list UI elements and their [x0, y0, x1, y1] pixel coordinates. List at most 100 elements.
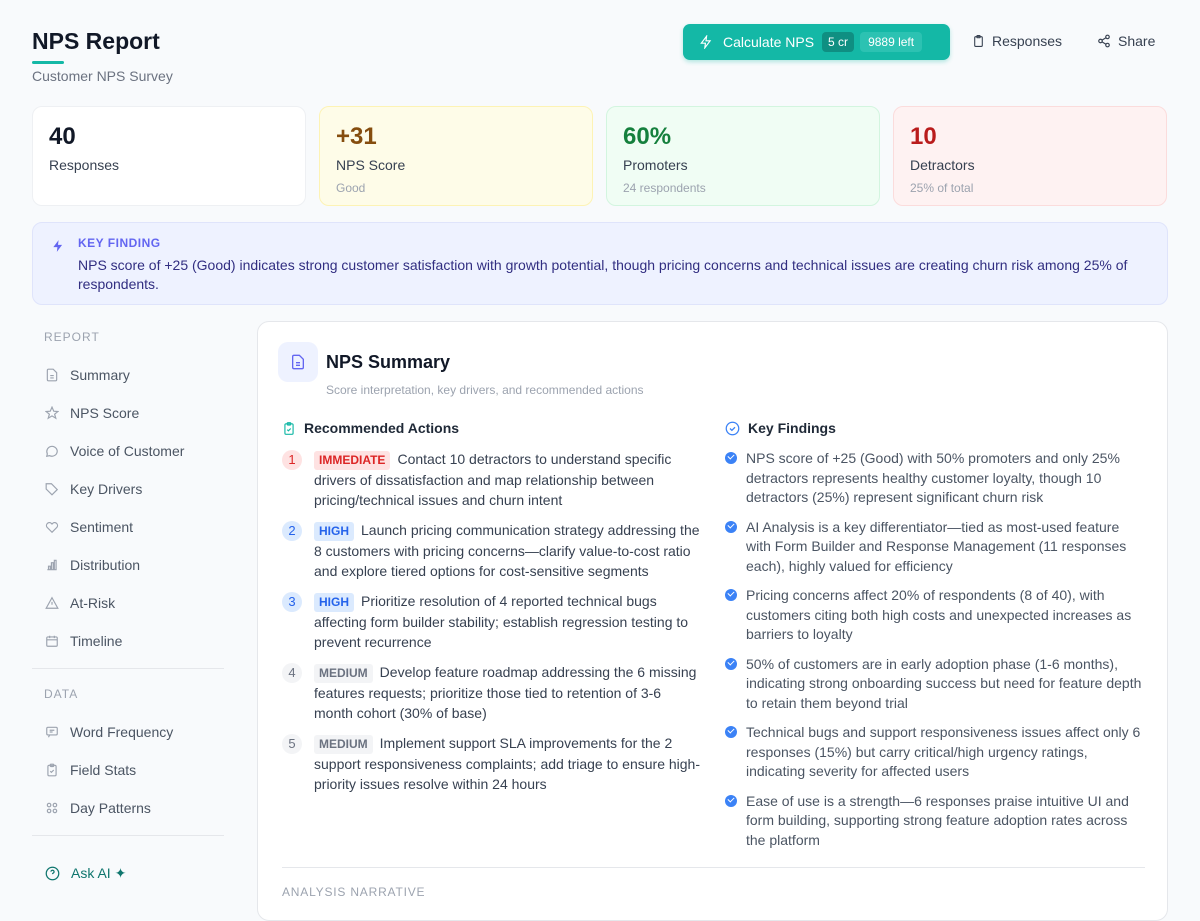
action-number: 5 — [282, 734, 302, 754]
action-number: 4 — [282, 663, 302, 683]
clipboard-icon — [47, 763, 57, 777]
stat-label: Promoters — [623, 157, 688, 173]
divider — [32, 835, 224, 836]
grid-icon — [46, 802, 58, 814]
finding-item: Ease of use is a strength—6 responses pr… — [725, 792, 1145, 851]
key-finding-text: NPS score of +25 (Good) indicates strong… — [78, 257, 1128, 292]
clipboard-check-icon — [284, 421, 294, 435]
check-badge-icon — [725, 794, 737, 807]
sidebar: REPORT Summary NPS Score Voice of Customer… — [32, 321, 224, 892]
calculate-nps-button[interactable]: Calculate NPS 5 cr 9889 left — [683, 24, 950, 60]
bar-chart-icon — [47, 559, 57, 571]
stat-card-detractors: 10 Detractors 25% of total — [893, 106, 1167, 206]
finding-item: 50% of customers are in early adoption p… — [725, 655, 1145, 714]
stat-label: Detractors — [910, 157, 975, 173]
action-item: 1 IMMEDIATE Contact 10 detractors to under… — [282, 449, 702, 510]
chat-icon — [45, 445, 58, 458]
stat-sub: 25% of total — [910, 181, 974, 195]
check-badge-icon — [725, 726, 737, 738]
stat-value: 40 — [49, 123, 76, 150]
page-subtitle: Customer NPS Survey — [32, 68, 173, 84]
tag-icon — [45, 483, 59, 496]
sidebar-item-key-drivers[interactable]: Key Drivers — [32, 470, 224, 508]
check-circle-icon — [725, 421, 740, 435]
priority-badge: MEDIUM — [314, 664, 373, 683]
sidebar-item-label: Summary — [70, 367, 130, 383]
divider — [32, 668, 224, 669]
stat-sub: 24 respondents — [623, 181, 706, 195]
stat-value: +31 — [336, 123, 377, 150]
sidebar-item-voice-of-customer[interactable]: Voice of Customer — [32, 432, 224, 470]
key-finding-banner: KEY FINDING NPS score of +25 (Good) indi… — [32, 222, 1168, 305]
sidebar-item-label: At-Risk — [70, 595, 116, 611]
sidebar-item-timeline[interactable]: Timeline — [32, 622, 224, 660]
action-number: 2 — [282, 521, 302, 541]
page-title: NPS Report — [32, 28, 160, 54]
priority-badge: HIGH — [314, 522, 354, 541]
priority-badge: IMMEDIATE — [314, 451, 391, 470]
finding-text: NPS score of +25 (Good) with 50% promote… — [746, 450, 1120, 505]
stat-label: NPS Score — [336, 157, 406, 173]
sidebar-item-summary[interactable]: Summary — [32, 356, 224, 394]
lightning-icon — [53, 240, 63, 252]
analysis-narrative-heading: ANALYSIS NARRATIVE — [282, 885, 426, 899]
calculate-label: Calculate NPS — [723, 34, 815, 50]
credits-left-badge: 9889 left — [860, 32, 923, 52]
panel-title: NPS Summary — [326, 352, 451, 372]
stat-card-responses: 40 Responses — [32, 106, 306, 206]
recommended-actions: Recommended Actions 1 IMMEDIATE Contact 10… — [282, 420, 702, 804]
sidebar-item-nps-score[interactable]: NPS Score — [32, 394, 224, 432]
sidebar-item-label: Voice of Customer — [70, 443, 185, 459]
finding-text: Ease of use is a strength—6 responses pr… — [746, 792, 1129, 848]
action-item: 5 MEDIUM Implement support SLA improvement… — [282, 733, 702, 794]
stat-cards: 40 Responses +31 NPS Score Good 60% Promoters 2… — [32, 106, 1167, 206]
action-text: Develop feature roadmap addressing the 6… — [314, 664, 697, 721]
share-button[interactable]: Share — [1097, 33, 1155, 49]
ask-ai-button[interactable]: Ask AI ✦ — [32, 854, 224, 892]
sidebar-item-sentiment[interactable]: Sentiment — [32, 508, 224, 546]
data-section-heading: DATA — [44, 687, 79, 701]
action-number: 1 — [282, 450, 302, 470]
finding-item: AI Analysis is a key differentiator—tied… — [725, 518, 1145, 577]
action-item: 4 MEDIUM Develop feature roadmap addressin… — [282, 662, 702, 723]
sidebar-item-label: Day Patterns — [70, 800, 151, 816]
sidebar-item-field-stats[interactable]: Field Stats — [32, 751, 224, 789]
responses-button[interactable]: Responses — [972, 33, 1062, 49]
action-item: 3 HIGH Prioritize resolution of 4 reported… — [282, 591, 702, 652]
sidebar-item-distribution[interactable]: Distribution — [32, 546, 224, 584]
document-icon — [278, 342, 318, 382]
sidebar-item-label: Key Drivers — [70, 481, 143, 497]
action-item: 2 HIGH Launch pricing communication strate… — [282, 520, 702, 581]
sidebar-item-label: Distribution — [70, 557, 141, 573]
finding-text: Pricing concerns affect 20% of responden… — [746, 587, 1132, 642]
warning-icon — [45, 596, 59, 609]
help-circle-icon — [45, 866, 60, 880]
stat-value: 10 — [910, 123, 937, 150]
sidebar-item-word-frequency[interactable]: Word Frequency — [32, 713, 224, 751]
action-text: Prioritize resolution of 4 reported tech… — [314, 593, 689, 650]
stat-card-promoters: 60% Promoters 24 respondents — [606, 106, 880, 206]
findings-heading: Key Findings — [748, 420, 836, 436]
cost-badge: 5 cr — [822, 32, 855, 52]
calendar-icon — [46, 635, 58, 647]
sidebar-item-label: Timeline — [70, 633, 123, 649]
key-findings: Key Findings NPS score of +25 (Good) wit… — [725, 420, 1145, 860]
sidebar-item-at-risk[interactable]: At-Risk — [32, 584, 224, 622]
finding-item: NPS score of +25 (Good) with 50% promote… — [725, 449, 1145, 508]
title-underline — [32, 61, 64, 64]
heart-icon — [45, 522, 59, 534]
priority-badge: MEDIUM — [314, 735, 373, 754]
check-badge-icon — [725, 520, 737, 533]
stat-label: Responses — [49, 157, 120, 173]
divider — [282, 867, 1145, 868]
clipboard-icon — [974, 35, 983, 47]
share-icon — [1098, 34, 1110, 48]
nps-summary-panel: NPS Summary Score interpretation, key dr… — [257, 321, 1168, 921]
lightning-icon — [700, 35, 712, 49]
sidebar-item-day-patterns[interactable]: Day Patterns — [32, 789, 224, 827]
stat-value: 60% — [623, 123, 672, 150]
action-text: Implement support SLA improvements for t… — [314, 735, 700, 792]
stat-sub: Good — [336, 181, 366, 195]
key-finding-heading: KEY FINDING — [78, 236, 161, 250]
ask-ai-label: Ask AI ✦ — [71, 864, 127, 881]
